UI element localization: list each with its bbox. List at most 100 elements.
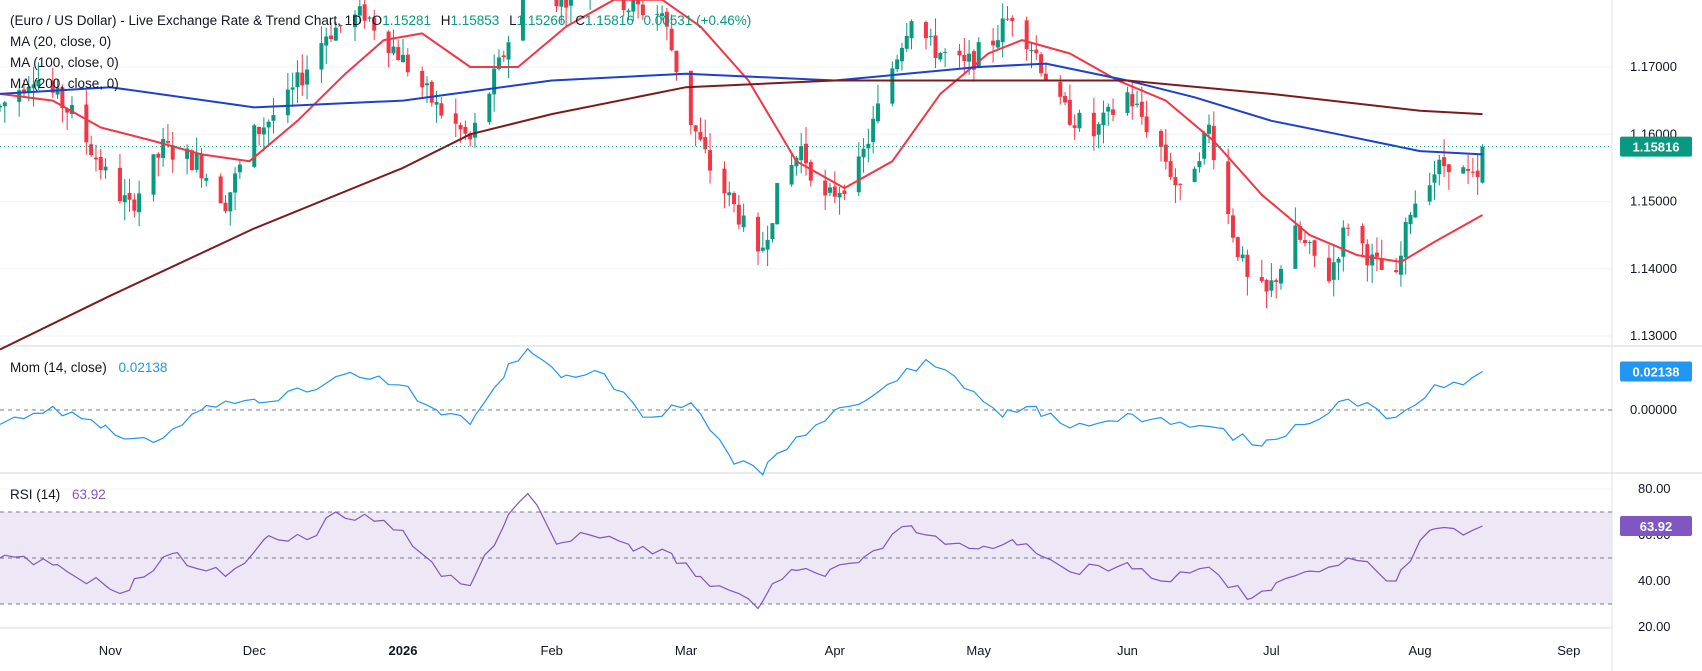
candle-body (1293, 225, 1298, 269)
candle-body (137, 193, 142, 213)
candle-body (386, 31, 391, 54)
candle-body (621, 0, 626, 11)
candle-body (967, 53, 972, 62)
candle-body (1005, 18, 1010, 20)
candle-body (789, 164, 794, 185)
candle-body (324, 36, 329, 46)
candle-body (626, 10, 631, 13)
candle-body (837, 192, 842, 198)
candle-body (194, 153, 199, 170)
time-tick-label: Feb (541, 643, 563, 658)
candle-body (290, 87, 295, 90)
candle-body (496, 57, 501, 69)
candle-body (69, 105, 74, 114)
candle-body (875, 103, 880, 122)
current-price-badge-bg (1620, 136, 1692, 157)
rsi-line (0, 492, 1483, 610)
candle-body (93, 157, 98, 160)
candle-body (1302, 240, 1307, 243)
candle-body (976, 42, 981, 68)
candle-body (933, 35, 938, 59)
candle-body (472, 122, 477, 138)
ma200-line (0, 79, 1483, 351)
candle-body (1207, 124, 1211, 134)
candle-body (674, 50, 679, 73)
time-tick-label: Jun (1117, 643, 1138, 658)
candle-body (1226, 161, 1231, 214)
candle-body (943, 51, 948, 53)
mom-label[interactable]: Mom (14, close) (10, 360, 107, 375)
candle-body (564, 0, 569, 8)
candle-body (688, 70, 693, 126)
candle-body (1274, 280, 1279, 282)
candle-body (50, 80, 55, 93)
candle-body (1432, 174, 1437, 183)
candle-body (170, 145, 175, 160)
rsi-tick-label: 40.00 (1638, 573, 1671, 588)
rsi-label[interactable]: RSI (14) (10, 487, 60, 502)
candle-body (1269, 280, 1274, 291)
candle-body (804, 143, 808, 164)
candle-body (156, 153, 161, 158)
candle-body (1480, 146, 1485, 183)
candle-body (1235, 237, 1240, 257)
candle-body (453, 113, 458, 124)
candle-body (1144, 116, 1149, 133)
candle-body (424, 83, 429, 86)
candle-body (1101, 112, 1106, 126)
candle-body (1331, 262, 1336, 280)
ohlc-low-label: L (509, 13, 517, 28)
svg-text:(Euro / US Dollar) - Live Exch: (Euro / US Dollar) - Live Exchange Rate … (10, 13, 751, 28)
candle-body (1058, 81, 1063, 97)
time-tick-label: Sep (1557, 643, 1580, 658)
candle-body (266, 121, 271, 128)
legend-ma100[interactable]: MA (100, close, 0) (10, 55, 119, 70)
candle-body (1067, 99, 1072, 125)
candle-body (233, 173, 238, 193)
candle-body (957, 50, 962, 56)
candle-body (1307, 242, 1312, 244)
legend-ma20[interactable]: MA (20, close, 0) (10, 34, 111, 49)
candle-body (151, 154, 156, 195)
ohlc-high-label: H (441, 13, 451, 28)
candle-body (1034, 49, 1039, 54)
candle-body (890, 68, 895, 104)
candle-body (923, 22, 928, 39)
candle-body (1173, 177, 1178, 186)
candle-body (1000, 18, 1005, 43)
time-tick-label: Nov (99, 643, 123, 658)
candle-body (655, 13, 660, 15)
candle-body (962, 54, 967, 62)
candle-body (1312, 240, 1317, 256)
candle-body (199, 153, 204, 179)
ohlc-close-label: C (575, 13, 585, 28)
candle-body (698, 131, 703, 140)
candle-body (1091, 112, 1096, 137)
candle-body (808, 161, 813, 181)
mom-value-badge-bg (1620, 361, 1692, 382)
candle-body (189, 150, 194, 171)
header-legend: (Euro / US Dollar) - Live Exchange Rate … (10, 13, 751, 91)
time-tick-label: Mar (675, 643, 698, 658)
legend-ma200[interactable]: MA (200, close, 0) (10, 76, 119, 91)
candle-body (434, 102, 439, 105)
candle-body (1466, 169, 1471, 171)
candle-body (520, 0, 525, 41)
candle-body (1437, 159, 1442, 175)
candle-body (1159, 131, 1164, 147)
candle-body (261, 127, 266, 135)
candle-body (636, 0, 641, 5)
mom-legend: Mom (14, close) 0.02138 (10, 360, 167, 375)
candle-body (660, 13, 665, 16)
candle-body (353, 14, 358, 28)
ohlc-open-label: O (372, 13, 383, 28)
current-price-badge: 1.15816 (1633, 140, 1680, 155)
candle-body (357, 6, 362, 16)
rsi-value: 63.92 (72, 487, 106, 502)
candle-body (122, 195, 127, 203)
ma20-line (0, 0, 1483, 263)
axes: 1.170001.160001.150001.140001.130000.000… (99, 59, 1692, 658)
candle-body (1130, 94, 1135, 107)
candle-body (765, 239, 770, 250)
